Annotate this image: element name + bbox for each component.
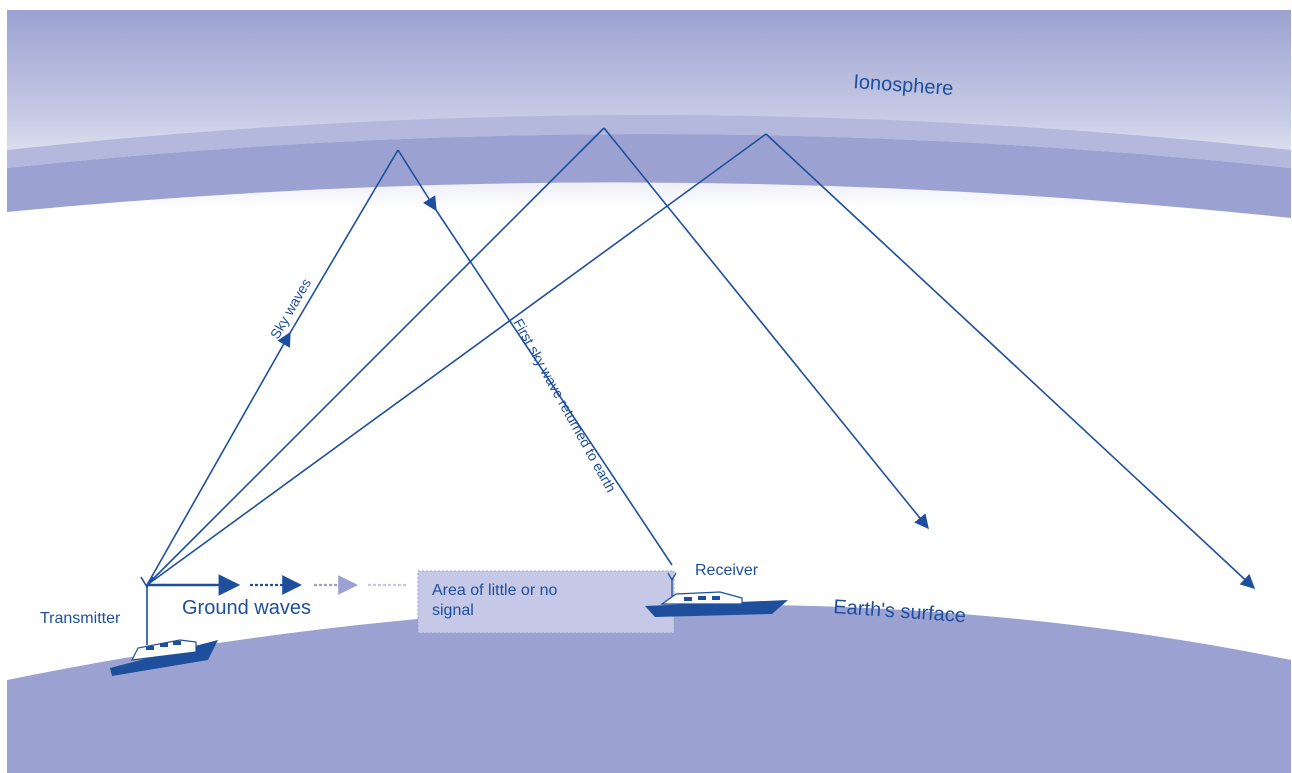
transmitter-boat-icon bbox=[110, 639, 218, 676]
transmitter-label: Transmitter bbox=[40, 610, 121, 627]
first-sky-wave-return bbox=[435, 209, 673, 566]
ionosphere-upper-edge bbox=[7, 115, 1291, 168]
no-signal-area bbox=[417, 570, 675, 634]
sky-wave-3-down bbox=[765, 133, 1256, 589]
sky-wave-2-up bbox=[146, 127, 605, 586]
sky-wave-rays bbox=[146, 127, 1256, 589]
no-signal-label-line2: signal bbox=[432, 602, 474, 619]
receiver-label: Receiver bbox=[695, 562, 759, 579]
sky-wave-3-up bbox=[146, 133, 767, 586]
first-sky-wave-label: First sky wave returned to earth bbox=[510, 316, 619, 495]
sky-wave-arrow-up bbox=[146, 331, 291, 586]
no-signal-label-line1: Area of little or no bbox=[432, 582, 558, 599]
transmitter-antenna bbox=[140, 576, 154, 645]
sky-wave-1-down-arrow bbox=[397, 149, 437, 212]
ground-waves-label: Ground waves bbox=[182, 597, 311, 619]
sky-wave-1-up bbox=[289, 149, 399, 334]
receiver-boat-icon bbox=[645, 572, 788, 617]
earth-surface bbox=[7, 604, 1291, 773]
ionosphere-band bbox=[7, 134, 1291, 218]
sky-wave-2-down bbox=[603, 127, 929, 530]
